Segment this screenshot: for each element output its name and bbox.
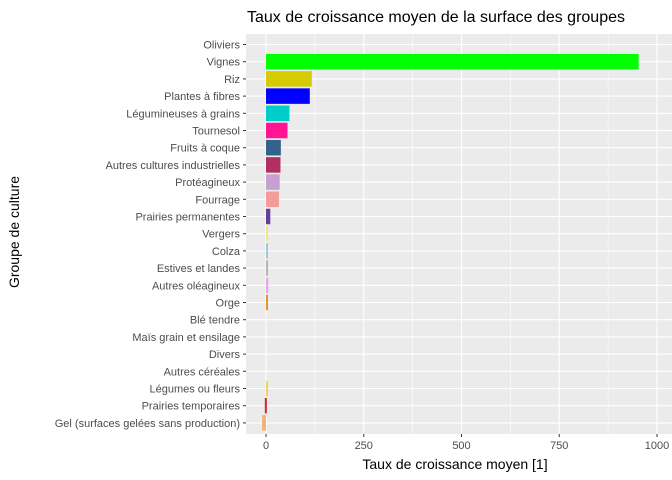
x-tick-labels: 0 250 500 750 1000 — [263, 434, 669, 452]
y-tick-label: Vergers — [202, 229, 240, 241]
y-tick-label: Colza — [212, 246, 241, 258]
y-tick-label: Autres céréales — [164, 366, 241, 378]
bar — [266, 53, 639, 70]
y-tick-label: Oliviers — [203, 40, 240, 52]
chart-title: Taux de croissance moyen de la surface d… — [247, 9, 625, 26]
bar — [266, 208, 271, 225]
y-tick-label: Fruits à coque — [170, 143, 240, 155]
y-tick-labels: Oliviers Vignes Riz Plantes à fibres Légumin… — [55, 40, 246, 430]
x-tick-label: 1000 — [645, 440, 669, 452]
y-tick-label: Plantes à fibres — [164, 91, 240, 103]
y-tick-label: Fourrage — [195, 194, 240, 206]
y-tick-label: Gel (surfaces gelées sans production) — [55, 418, 240, 430]
bar — [266, 157, 281, 173]
y-tick-label: Prairies permanentes — [135, 212, 240, 224]
bar — [266, 88, 310, 104]
y-tick-label: Autres cultures industrielles — [105, 160, 240, 172]
bars — [262, 53, 639, 431]
y-tick-label: Divers — [209, 349, 241, 361]
y-tick-label: Orge — [216, 298, 240, 310]
y-tick-label: Maïs grain et ensilage — [132, 332, 240, 344]
bar — [266, 243, 268, 259]
bar — [266, 225, 268, 242]
bar — [266, 191, 279, 208]
bar — [266, 294, 268, 311]
y-tick-label: Riz — [224, 74, 240, 86]
y-tick-label: Légumes ou fleurs — [150, 384, 241, 396]
y-tick-label: Blé tendre — [190, 315, 240, 327]
bar — [266, 105, 290, 122]
y-tick-label: Prairies temporaires — [142, 401, 241, 413]
bar — [262, 415, 266, 431]
bar — [266, 277, 269, 294]
bar — [266, 174, 280, 190]
y-tick-label: Vignes — [207, 57, 241, 69]
bar — [266, 260, 268, 276]
bar — [266, 380, 268, 397]
bar — [266, 139, 281, 156]
x-tick-label: 500 — [452, 440, 470, 452]
x-tick-label: 250 — [355, 440, 373, 452]
bar — [264, 397, 267, 414]
y-tick-label: Estives et landes — [157, 263, 241, 275]
x-tick-label: 750 — [550, 440, 568, 452]
bar — [266, 122, 288, 139]
y-tick-label: Autres oléagineux — [152, 280, 241, 292]
y-tick-label: Tournesol — [192, 126, 240, 138]
y-tick-label: Légumineuses à grains — [126, 108, 240, 120]
y-tick-label: Protéagineux — [175, 177, 240, 189]
x-axis-title: Taux de croissance moyen [1] — [362, 456, 547, 472]
x-tick-label: 0 — [263, 440, 269, 452]
bar — [266, 71, 312, 87]
y-axis-title: Groupe de culture — [6, 176, 22, 288]
